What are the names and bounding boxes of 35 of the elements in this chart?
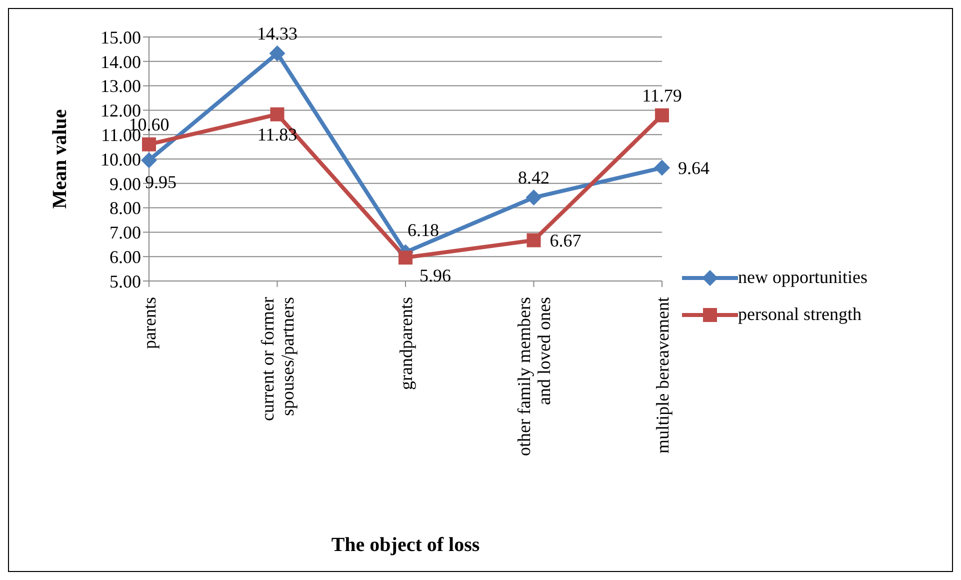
y-tick-label: 6.00	[110, 246, 141, 267]
point	[398, 250, 412, 265]
y-tick-label: 14.00	[100, 52, 141, 72]
y-axis-title: Mean value	[49, 109, 72, 209]
data-label: 5.96	[420, 266, 451, 286]
legend-label: new opportunities	[738, 267, 868, 288]
y-tick-label: 15.00	[100, 27, 141, 48]
point	[270, 107, 284, 122]
x-tick-label: multiple bereavement	[652, 297, 672, 454]
point	[142, 137, 156, 152]
x-tick-label: parents	[139, 297, 160, 349]
data-label: 11.79	[642, 85, 682, 106]
data-label: 8.42	[518, 168, 550, 188]
point	[654, 160, 670, 176]
point	[269, 45, 286, 62]
point	[655, 108, 669, 122]
data-label: 9.95	[145, 172, 176, 192]
data-label: 9.64	[678, 158, 710, 178]
y-tick-label: 7.00	[110, 222, 141, 243]
y-tick-label: 9.00	[110, 174, 141, 194]
y-tick-label: 5.00	[110, 271, 141, 292]
data-label: 14.33	[257, 23, 298, 44]
data-label: 11.83	[257, 124, 298, 144]
data-label: 6.67	[550, 230, 582, 250]
y-tick-label: 13.00	[100, 76, 141, 96]
x-tick-label: grandparents	[396, 297, 416, 390]
point	[141, 152, 157, 168]
legend-label: personal strength	[738, 304, 862, 325]
point	[526, 233, 541, 248]
y-tick-label: 8.00	[110, 198, 141, 218]
y-tick-label: 10.00	[100, 149, 141, 170]
data-label: 6.18	[408, 220, 439, 240]
x-tick-label: other family members and loved ones	[514, 297, 554, 456]
x-axis-title: The object of loss	[331, 534, 480, 556]
point	[526, 190, 542, 206]
